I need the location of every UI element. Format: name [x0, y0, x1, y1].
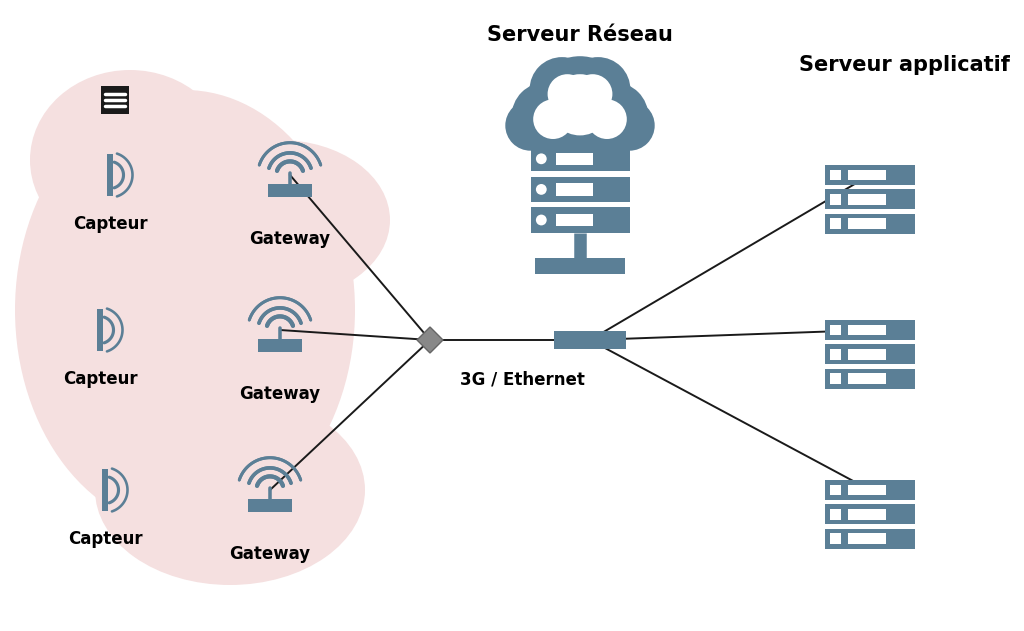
Circle shape: [512, 82, 580, 151]
Circle shape: [572, 74, 612, 114]
Bar: [830, 324, 841, 336]
Bar: [268, 184, 312, 197]
Bar: [530, 177, 630, 202]
Bar: [825, 165, 915, 185]
Bar: [849, 194, 886, 204]
Bar: [101, 86, 129, 114]
Bar: [248, 498, 292, 512]
Bar: [535, 258, 625, 274]
Circle shape: [536, 153, 547, 164]
Bar: [825, 214, 915, 233]
Circle shape: [548, 74, 587, 114]
Ellipse shape: [30, 70, 230, 250]
Text: 3G / Ethernet: 3G / Ethernet: [460, 370, 585, 388]
Bar: [830, 349, 841, 360]
Bar: [556, 153, 593, 165]
Bar: [102, 469, 108, 510]
Circle shape: [565, 57, 631, 122]
Ellipse shape: [15, 90, 355, 530]
Ellipse shape: [95, 395, 365, 585]
Polygon shape: [417, 327, 443, 353]
Bar: [530, 146, 630, 172]
Circle shape: [550, 74, 610, 136]
Bar: [849, 324, 886, 336]
Bar: [849, 509, 886, 520]
Bar: [825, 480, 915, 500]
Bar: [830, 170, 841, 180]
Bar: [825, 529, 915, 548]
Text: Gateway: Gateway: [229, 545, 310, 563]
Circle shape: [587, 100, 627, 139]
Bar: [556, 183, 593, 196]
Bar: [825, 189, 915, 209]
Bar: [554, 331, 626, 349]
Circle shape: [536, 184, 547, 195]
Bar: [830, 509, 841, 520]
Circle shape: [534, 56, 627, 150]
Circle shape: [505, 100, 556, 151]
Ellipse shape: [170, 140, 390, 300]
Bar: [556, 214, 593, 227]
Bar: [825, 504, 915, 524]
Text: Gateway: Gateway: [250, 230, 331, 248]
Bar: [258, 338, 302, 352]
Text: Capteur: Capteur: [68, 530, 142, 548]
Bar: [849, 533, 886, 544]
Bar: [825, 369, 915, 389]
Bar: [825, 345, 915, 364]
Bar: [849, 349, 886, 360]
Bar: [849, 170, 886, 180]
Bar: [106, 155, 113, 196]
Circle shape: [529, 57, 594, 122]
Text: Gateway: Gateway: [240, 385, 321, 403]
Bar: [830, 218, 841, 229]
Bar: [830, 194, 841, 204]
Bar: [825, 320, 915, 340]
Text: Serveur Réseau: Serveur Réseau: [487, 25, 673, 45]
Bar: [830, 485, 841, 495]
Text: Capteur: Capteur: [62, 370, 137, 388]
Bar: [97, 309, 103, 351]
Circle shape: [604, 100, 654, 151]
Bar: [849, 218, 886, 229]
Bar: [530, 208, 630, 233]
Bar: [849, 485, 886, 495]
Circle shape: [534, 100, 572, 139]
Circle shape: [580, 82, 648, 151]
Bar: [830, 373, 841, 384]
Bar: [849, 373, 886, 384]
Text: Serveur applicatif: Serveur applicatif: [799, 55, 1010, 75]
Bar: [830, 533, 841, 544]
Circle shape: [536, 215, 547, 225]
Text: Capteur: Capteur: [73, 215, 147, 233]
